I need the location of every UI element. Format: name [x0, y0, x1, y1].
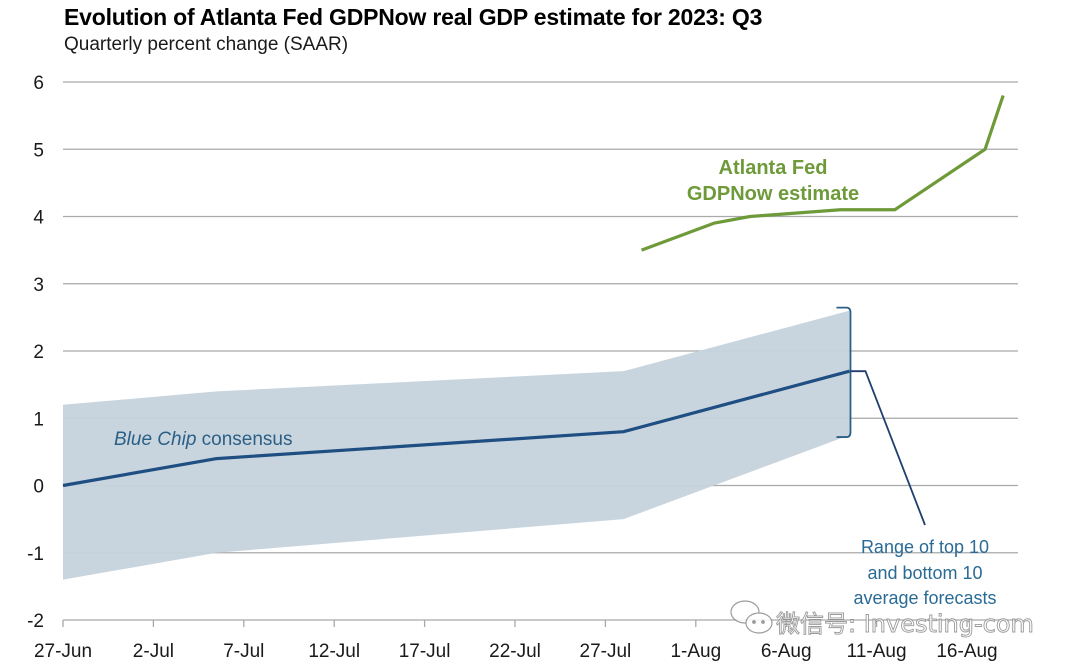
x-tick-label: 7-Jul — [223, 641, 264, 662]
gdpnow-label-line1: Atlanta Fed — [719, 157, 828, 179]
y-tick-label: 3 — [33, 275, 44, 296]
range-leader-line — [850, 370, 926, 526]
forecast-range-band — [63, 310, 850, 580]
x-tick-label: 17-Jul — [399, 641, 451, 662]
y-tick-label: 0 — [33, 477, 44, 498]
y-tick-label: 2 — [33, 342, 44, 363]
chart-title: Evolution of Atlanta Fed GDPNow real GDP… — [64, 4, 763, 30]
range-label-line1: Range of top 10 — [861, 537, 989, 557]
x-tick-label: 22-Jul — [489, 641, 541, 662]
x-tick-label: 11-Aug — [847, 641, 907, 662]
bluechip-label-rest: consensus — [196, 429, 292, 450]
y-axis: 6 5 4 3 2 1 0 -1 -2 — [27, 73, 44, 632]
bluechip-label-italic: Blue Chip — [114, 429, 196, 450]
x-tick-label: 27-Jun — [34, 641, 92, 662]
range-label-line2: and bottom 10 — [867, 563, 982, 583]
watermark-text: 微信号: Investing-com — [776, 610, 1034, 638]
series-layer — [62, 94, 1005, 488]
gdpnow-label-line2: GDPNow estimate — [687, 183, 859, 205]
x-tick-label: 6-Aug — [761, 641, 812, 662]
forecast-range-band-layer — [63, 310, 850, 580]
x-tick-label: 16-Aug — [936, 641, 997, 662]
range-bracket-layer — [836, 306, 926, 526]
y-tick-label: 5 — [33, 140, 44, 161]
chart-subtitle: Quarterly percent change (SAAR) — [64, 34, 349, 55]
x-axis: 27-Jun 2-Jul 7-Jul 12-Jul 17-Jul 22-Jul 27-Jul… — [34, 620, 998, 662]
wechat-icon — [730, 600, 773, 634]
y-tick-label: -2 — [27, 611, 44, 632]
x-tick-label: 2-Jul — [133, 641, 174, 662]
watermark: 微信号: Investing-com — [730, 600, 1034, 638]
x-tick-label: 27-Jul — [580, 641, 632, 662]
x-tick-label: 1-Aug — [670, 641, 721, 662]
y-tick-label: 6 — [33, 73, 44, 94]
y-tick-label: 4 — [33, 208, 44, 229]
range-label-line3: average forecasts — [853, 588, 996, 608]
y-tick-label: -1 — [27, 544, 44, 565]
x-tick-label: 12-Jul — [308, 641, 360, 662]
range-bracket — [836, 306, 852, 438]
bluechip-line — [62, 369, 850, 488]
y-tick-label: 1 — [33, 409, 44, 430]
bluechip-label: Blue Chip consensus — [114, 429, 293, 450]
